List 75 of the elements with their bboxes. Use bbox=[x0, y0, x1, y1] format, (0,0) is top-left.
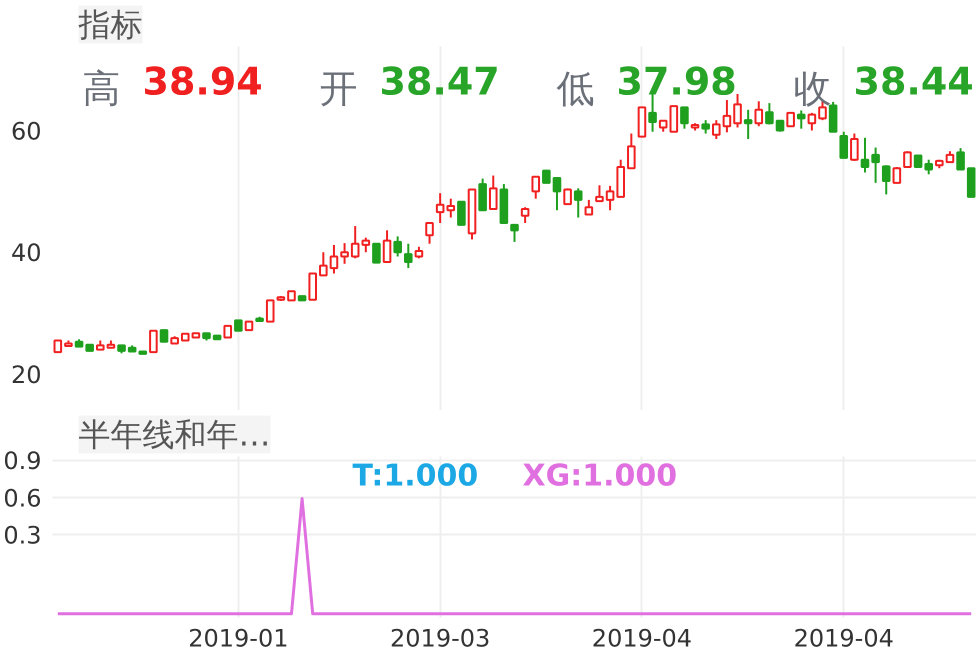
candlestick bbox=[319, 251, 328, 276]
x-tick-label: 2019-04 bbox=[592, 624, 692, 649]
candlestick bbox=[786, 112, 795, 128]
candlestick bbox=[436, 192, 444, 224]
candlestick bbox=[796, 109, 806, 130]
x-tick-label: 2019-01 bbox=[188, 624, 289, 649]
candlestick bbox=[393, 235, 402, 258]
candlestick bbox=[882, 164, 891, 196]
annotation: 开 38.47 bbox=[320, 60, 500, 110]
candlestick bbox=[54, 340, 62, 354]
candlestick bbox=[892, 166, 902, 184]
candlestick bbox=[520, 206, 530, 224]
legend-label: T:1.000 bbox=[352, 458, 478, 494]
candlestick bbox=[712, 119, 721, 140]
candlestick bbox=[425, 222, 434, 245]
y-tick-label: 40 bbox=[10, 239, 42, 268]
candlestick bbox=[595, 184, 604, 202]
candlestick bbox=[914, 154, 922, 168]
candlestick bbox=[510, 224, 519, 243]
candlestick bbox=[744, 108, 752, 140]
candlestick bbox=[733, 92, 742, 128]
candlestick bbox=[340, 242, 349, 265]
candlestick bbox=[446, 198, 456, 219]
candlestick bbox=[680, 106, 689, 130]
y-tick-label: 20 bbox=[10, 360, 42, 389]
y-tick-label: 0.9 bbox=[3, 447, 42, 476]
candlestick bbox=[860, 136, 870, 174]
text: XG:1.000 bbox=[522, 458, 678, 494]
candlestick bbox=[722, 99, 732, 134]
chart-title: 指标 bbox=[78, 6, 142, 44]
candlestick bbox=[574, 187, 583, 219]
annotation: 收 38.44 bbox=[794, 60, 974, 110]
candlestick bbox=[372, 242, 381, 264]
candlestick bbox=[414, 246, 424, 260]
x-tick-label: 2019-03 bbox=[390, 624, 490, 649]
candlestick bbox=[584, 198, 594, 216]
candlestick bbox=[627, 132, 636, 170]
candlestick bbox=[149, 330, 158, 354]
candlestick bbox=[287, 290, 296, 302]
candlestick bbox=[924, 158, 933, 176]
y-tick-label: 0.6 bbox=[3, 484, 42, 512]
candlestick bbox=[839, 130, 848, 159]
candlestick bbox=[382, 229, 392, 263]
candlestick bbox=[404, 242, 413, 270]
candlestick bbox=[946, 150, 954, 164]
candlestick bbox=[350, 225, 360, 260]
candlestick bbox=[160, 329, 168, 343]
candlestick bbox=[234, 319, 243, 332]
candlestick bbox=[765, 102, 774, 126]
candlestick bbox=[658, 119, 668, 133]
candlestick bbox=[956, 147, 965, 170]
candlestick bbox=[903, 150, 912, 168]
chart-title: 半年线和年… bbox=[78, 416, 270, 454]
candlestick bbox=[223, 324, 232, 338]
candlestick bbox=[808, 112, 816, 132]
candlestick bbox=[330, 244, 338, 275]
candlestick bbox=[531, 176, 540, 200]
candlestick bbox=[542, 170, 551, 184]
candlestick bbox=[701, 119, 710, 135]
candlestick bbox=[563, 187, 572, 206]
annotation: 高 38.94 bbox=[82, 60, 263, 110]
candlestick bbox=[850, 132, 859, 162]
candlestick bbox=[754, 100, 764, 128]
candlestick bbox=[457, 200, 466, 226]
candlestick bbox=[871, 146, 880, 184]
candlestick bbox=[362, 236, 370, 254]
candlestick bbox=[96, 340, 105, 351]
candlestick bbox=[552, 176, 562, 212]
candlestick bbox=[488, 174, 498, 210]
candlestick bbox=[606, 184, 614, 212]
y-tick-label: 0.3 bbox=[3, 522, 42, 550]
candlestick bbox=[266, 299, 275, 323]
annotation: 低 37.98 bbox=[556, 60, 737, 110]
x-tick-label: 2019-04 bbox=[794, 624, 894, 649]
y-tick-label: 60 bbox=[10, 118, 42, 146]
